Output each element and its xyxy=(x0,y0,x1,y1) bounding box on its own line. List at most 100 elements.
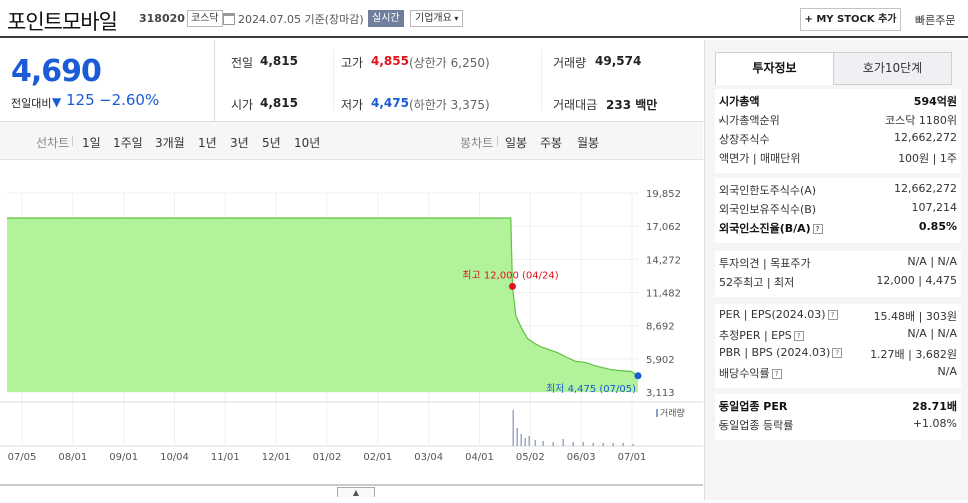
volume-bar xyxy=(542,441,544,446)
info-label[interactable]: 시가총액순위 xyxy=(719,114,780,127)
divider xyxy=(541,50,542,110)
volume-bar xyxy=(562,439,564,446)
x-tick-label: 01/02 xyxy=(313,452,342,463)
info-row: 추정PER | EPS? N/A | N/A xyxy=(719,327,957,344)
x-tick-label: 02/01 xyxy=(363,452,392,463)
change-value: 125 xyxy=(66,91,95,109)
realtime-badge[interactable]: 실시간 xyxy=(368,10,404,27)
y-tick-label: 19,852 xyxy=(646,189,681,200)
volume-value: 49,574 xyxy=(595,54,642,68)
period-1w[interactable]: 1주일 xyxy=(113,136,143,150)
info-value: 15.48배 | 303원 xyxy=(873,310,957,323)
volume-bar xyxy=(632,444,634,446)
help-icon[interactable]: ? xyxy=(812,224,823,234)
info-row: 동일업종 등락률 ▸ +1.08% xyxy=(719,417,957,434)
info-label[interactable]: 동일업종 등락률 xyxy=(719,419,794,432)
add-my-stock-button[interactable]: + MY STOCK 추가 xyxy=(800,8,901,31)
reference-date: 2024.07.05 기준(장마감) xyxy=(238,13,364,26)
x-tick-label: 12/01 xyxy=(262,452,291,463)
company-overview-button[interactable]: 기업개요 ▾ xyxy=(410,10,464,27)
info-row: 액면가 | 매매단위 100원 | 1주 xyxy=(719,150,957,167)
info-row: 외국인보유주식수(B) 107,214 xyxy=(719,201,957,218)
volume-legend-swatch xyxy=(656,409,658,417)
stock-header: 포인트모바일 318020 코스닥 2024.07.05 기준(장마감) 실시간… xyxy=(0,0,968,38)
info-row: 시가총액 594억원 xyxy=(719,93,957,110)
help-icon[interactable]: ? xyxy=(771,369,782,379)
period-1d[interactable]: 1일 xyxy=(82,136,101,150)
info-label: PBR | BPS (2024.03)? xyxy=(719,346,843,359)
info-label: 외국인소진율(B/A)? xyxy=(719,220,823,236)
low-value: 4,475 xyxy=(371,96,409,110)
price-line xyxy=(7,217,639,377)
price-summary: 4,690 전일대비 ▼ 125 −2.60% 전일 4,815 시가 4,81… xyxy=(0,40,703,122)
info-value: 12,662,272 xyxy=(894,182,957,195)
x-tick-label: 10/04 xyxy=(160,452,189,463)
info-value: 28.71배 xyxy=(912,400,957,413)
candle-monthly[interactable]: 월봉 xyxy=(577,136,600,150)
volume-bar xyxy=(534,440,536,446)
caret-right-icon: ▸ xyxy=(719,421,723,429)
chart-resize-handle[interactable]: ▲ xyxy=(337,487,375,497)
candle-chart-label: 봉차트 xyxy=(460,136,494,150)
open-label: 시가 xyxy=(231,98,254,112)
divider xyxy=(72,136,73,146)
max-annotation: 최고 12,000 (04/24) xyxy=(462,269,558,281)
tab-investment-info[interactable]: 투자정보 xyxy=(715,52,834,85)
info-label[interactable]: 동일업종 PER xyxy=(719,400,788,413)
divider xyxy=(497,136,498,146)
info-value: 1.27배 | 3,682원 xyxy=(870,348,957,361)
y-tick-label: 8,692 xyxy=(646,322,675,333)
period-5y[interactable]: 5년 xyxy=(262,136,281,150)
volume-bar xyxy=(520,434,522,446)
info-value: 594억원 xyxy=(913,95,957,108)
volume-label: 거래량 xyxy=(660,407,685,419)
y-tick-label: 3,113 xyxy=(646,388,675,399)
y-tick-label: 14,272 xyxy=(646,255,681,266)
down-arrow-icon: ▼ xyxy=(52,95,62,109)
calendar-icon xyxy=(223,13,235,25)
info-row: 시가총액순위 ▸ 코스닥 1180위 xyxy=(719,112,957,129)
period-10y[interactable]: 10년 xyxy=(294,136,321,150)
y-tick-label: 5,902 xyxy=(646,355,675,366)
volume-bar xyxy=(592,443,594,446)
amount-value: 233 백만 xyxy=(606,98,658,112)
volume-label: 거래량 xyxy=(553,56,587,70)
candle-daily[interactable]: 일봉 xyxy=(505,136,528,150)
max-point xyxy=(508,282,516,290)
market-badge: 코스닥 xyxy=(187,10,223,27)
price-area xyxy=(7,217,638,392)
investment-info-panel: 투자정보 호가10단계 시가총액 594억원 시가총액순위 ▸ 코스닥 1180위 상장… xyxy=(704,40,968,500)
info-row: 52주최고 | 최저 12,000 | 4,475 xyxy=(719,274,957,291)
volume-bar xyxy=(512,410,514,446)
period-1y[interactable]: 1년 xyxy=(198,136,217,150)
info-value: 107,214 xyxy=(911,201,958,214)
divider xyxy=(214,40,215,122)
min-point xyxy=(634,372,642,380)
volume-bar xyxy=(552,442,554,446)
high-value: 4,855 xyxy=(371,54,409,68)
help-icon[interactable]: ? xyxy=(793,331,804,341)
tab-orderbook-10[interactable]: 호가10단계 xyxy=(833,52,952,85)
period-3y[interactable]: 3년 xyxy=(230,136,249,150)
low-label: 저가 xyxy=(341,98,364,112)
info-value: N/A | N/A xyxy=(907,255,957,268)
stock-name: 포인트모바일 xyxy=(7,10,118,34)
chevron-down-icon: ▾ xyxy=(451,14,459,23)
x-tick-label: 07/01 xyxy=(618,452,647,463)
x-tick-label: 06/03 xyxy=(567,452,596,463)
divider xyxy=(333,50,334,110)
quick-order-link[interactable]: 빠른주문 xyxy=(915,14,956,27)
candle-weekly[interactable]: 주봉 xyxy=(540,136,563,150)
help-icon[interactable]: ? xyxy=(827,310,838,320)
volume-bar xyxy=(572,442,574,446)
help-icon[interactable]: ? xyxy=(832,348,843,358)
period-3m[interactable]: 3개월 xyxy=(155,136,185,150)
y-tick-label: 11,482 xyxy=(646,289,681,300)
line-chart-label: 선차트 xyxy=(36,136,70,150)
info-row: 배당수익률? N/A xyxy=(719,365,957,382)
info-label: 외국인한도주식수(A) xyxy=(719,184,817,197)
price-chart[interactable]: 19,852 17,062 14,272 11,482 8,692 5,902 3,113 0… xyxy=(0,160,703,500)
amount-label: 거래대금 xyxy=(553,98,598,112)
info-value: 0.85% xyxy=(918,220,957,233)
